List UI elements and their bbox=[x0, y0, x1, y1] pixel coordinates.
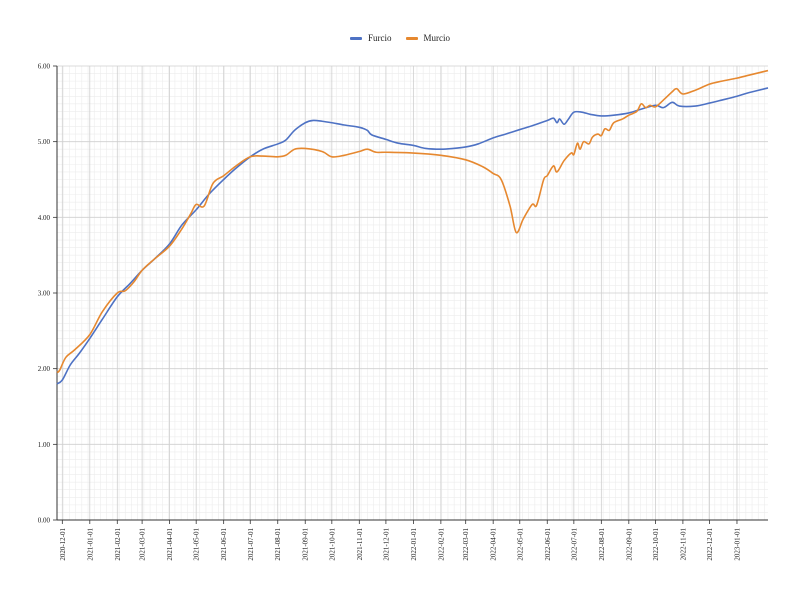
y-tick-label: 6.00 bbox=[38, 63, 51, 71]
legend-item-murcio[interactable]: Murcio bbox=[405, 33, 451, 43]
x-tick-label: 2022-10-01 bbox=[652, 528, 660, 561]
x-tick-label: 2021-12-01 bbox=[382, 528, 390, 561]
chart-legend: Furcio Murcio bbox=[0, 30, 800, 46]
x-tick-label: 2022-06-01 bbox=[544, 528, 552, 561]
y-tick-label: 4.00 bbox=[38, 214, 51, 222]
legend-item-furcio[interactable]: Furcio bbox=[350, 33, 392, 43]
x-tick-label: 2021-06-01 bbox=[220, 528, 228, 561]
y-tick-label: 0.00 bbox=[38, 517, 51, 525]
x-tick-label: 2021-11-01 bbox=[356, 528, 364, 561]
legend-swatch-murcio bbox=[405, 36, 418, 40]
x-tick-label: 2022-08-01 bbox=[598, 528, 606, 561]
y-tick-label: 2.00 bbox=[38, 365, 51, 373]
x-tick-label: 2022-09-01 bbox=[625, 528, 633, 561]
legend-label-furcio: Furcio bbox=[368, 33, 392, 43]
legend-label-murcio: Murcio bbox=[423, 33, 451, 43]
x-tick-label: 2021-05-01 bbox=[193, 528, 201, 561]
x-tick-label: 2022-03-01 bbox=[462, 528, 470, 561]
x-tick-label: 2022-02-01 bbox=[437, 528, 445, 561]
x-tick-label: 2021-09-01 bbox=[302, 528, 310, 561]
y-tick-label: 5.00 bbox=[38, 138, 51, 146]
legend-swatch-furcio bbox=[350, 36, 362, 40]
x-tick-label: 2021-08-01 bbox=[274, 528, 282, 561]
x-tick-label: 2020-12-01 bbox=[59, 528, 67, 561]
x-tick-label: 2022-07-01 bbox=[570, 528, 578, 561]
x-tick-label: 2022-11-01 bbox=[679, 528, 687, 561]
x-tick-label: 2022-05-01 bbox=[516, 528, 524, 561]
x-tick-label: 2022-12-01 bbox=[706, 528, 714, 561]
x-tick-label: 2022-04-01 bbox=[490, 528, 498, 561]
x-tick-label: 2021-10-01 bbox=[328, 528, 336, 561]
x-tick-label: 2021-07-01 bbox=[247, 528, 255, 561]
y-tick-label: 3.00 bbox=[38, 290, 51, 298]
x-tick-label: 2021-04-01 bbox=[166, 528, 174, 561]
x-tick-label: 2021-01-01 bbox=[86, 528, 94, 561]
x-tick-label: 2022-01-01 bbox=[410, 528, 418, 561]
x-tick-label: 2023-01-01 bbox=[733, 528, 741, 561]
y-tick-label: 1.00 bbox=[38, 441, 51, 449]
series-line-furcio bbox=[56, 87, 769, 385]
series-line-murcio bbox=[56, 69, 769, 374]
x-tick-label: 2021-02-01 bbox=[114, 528, 122, 561]
x-tick-label: 2021-03-01 bbox=[139, 528, 147, 561]
